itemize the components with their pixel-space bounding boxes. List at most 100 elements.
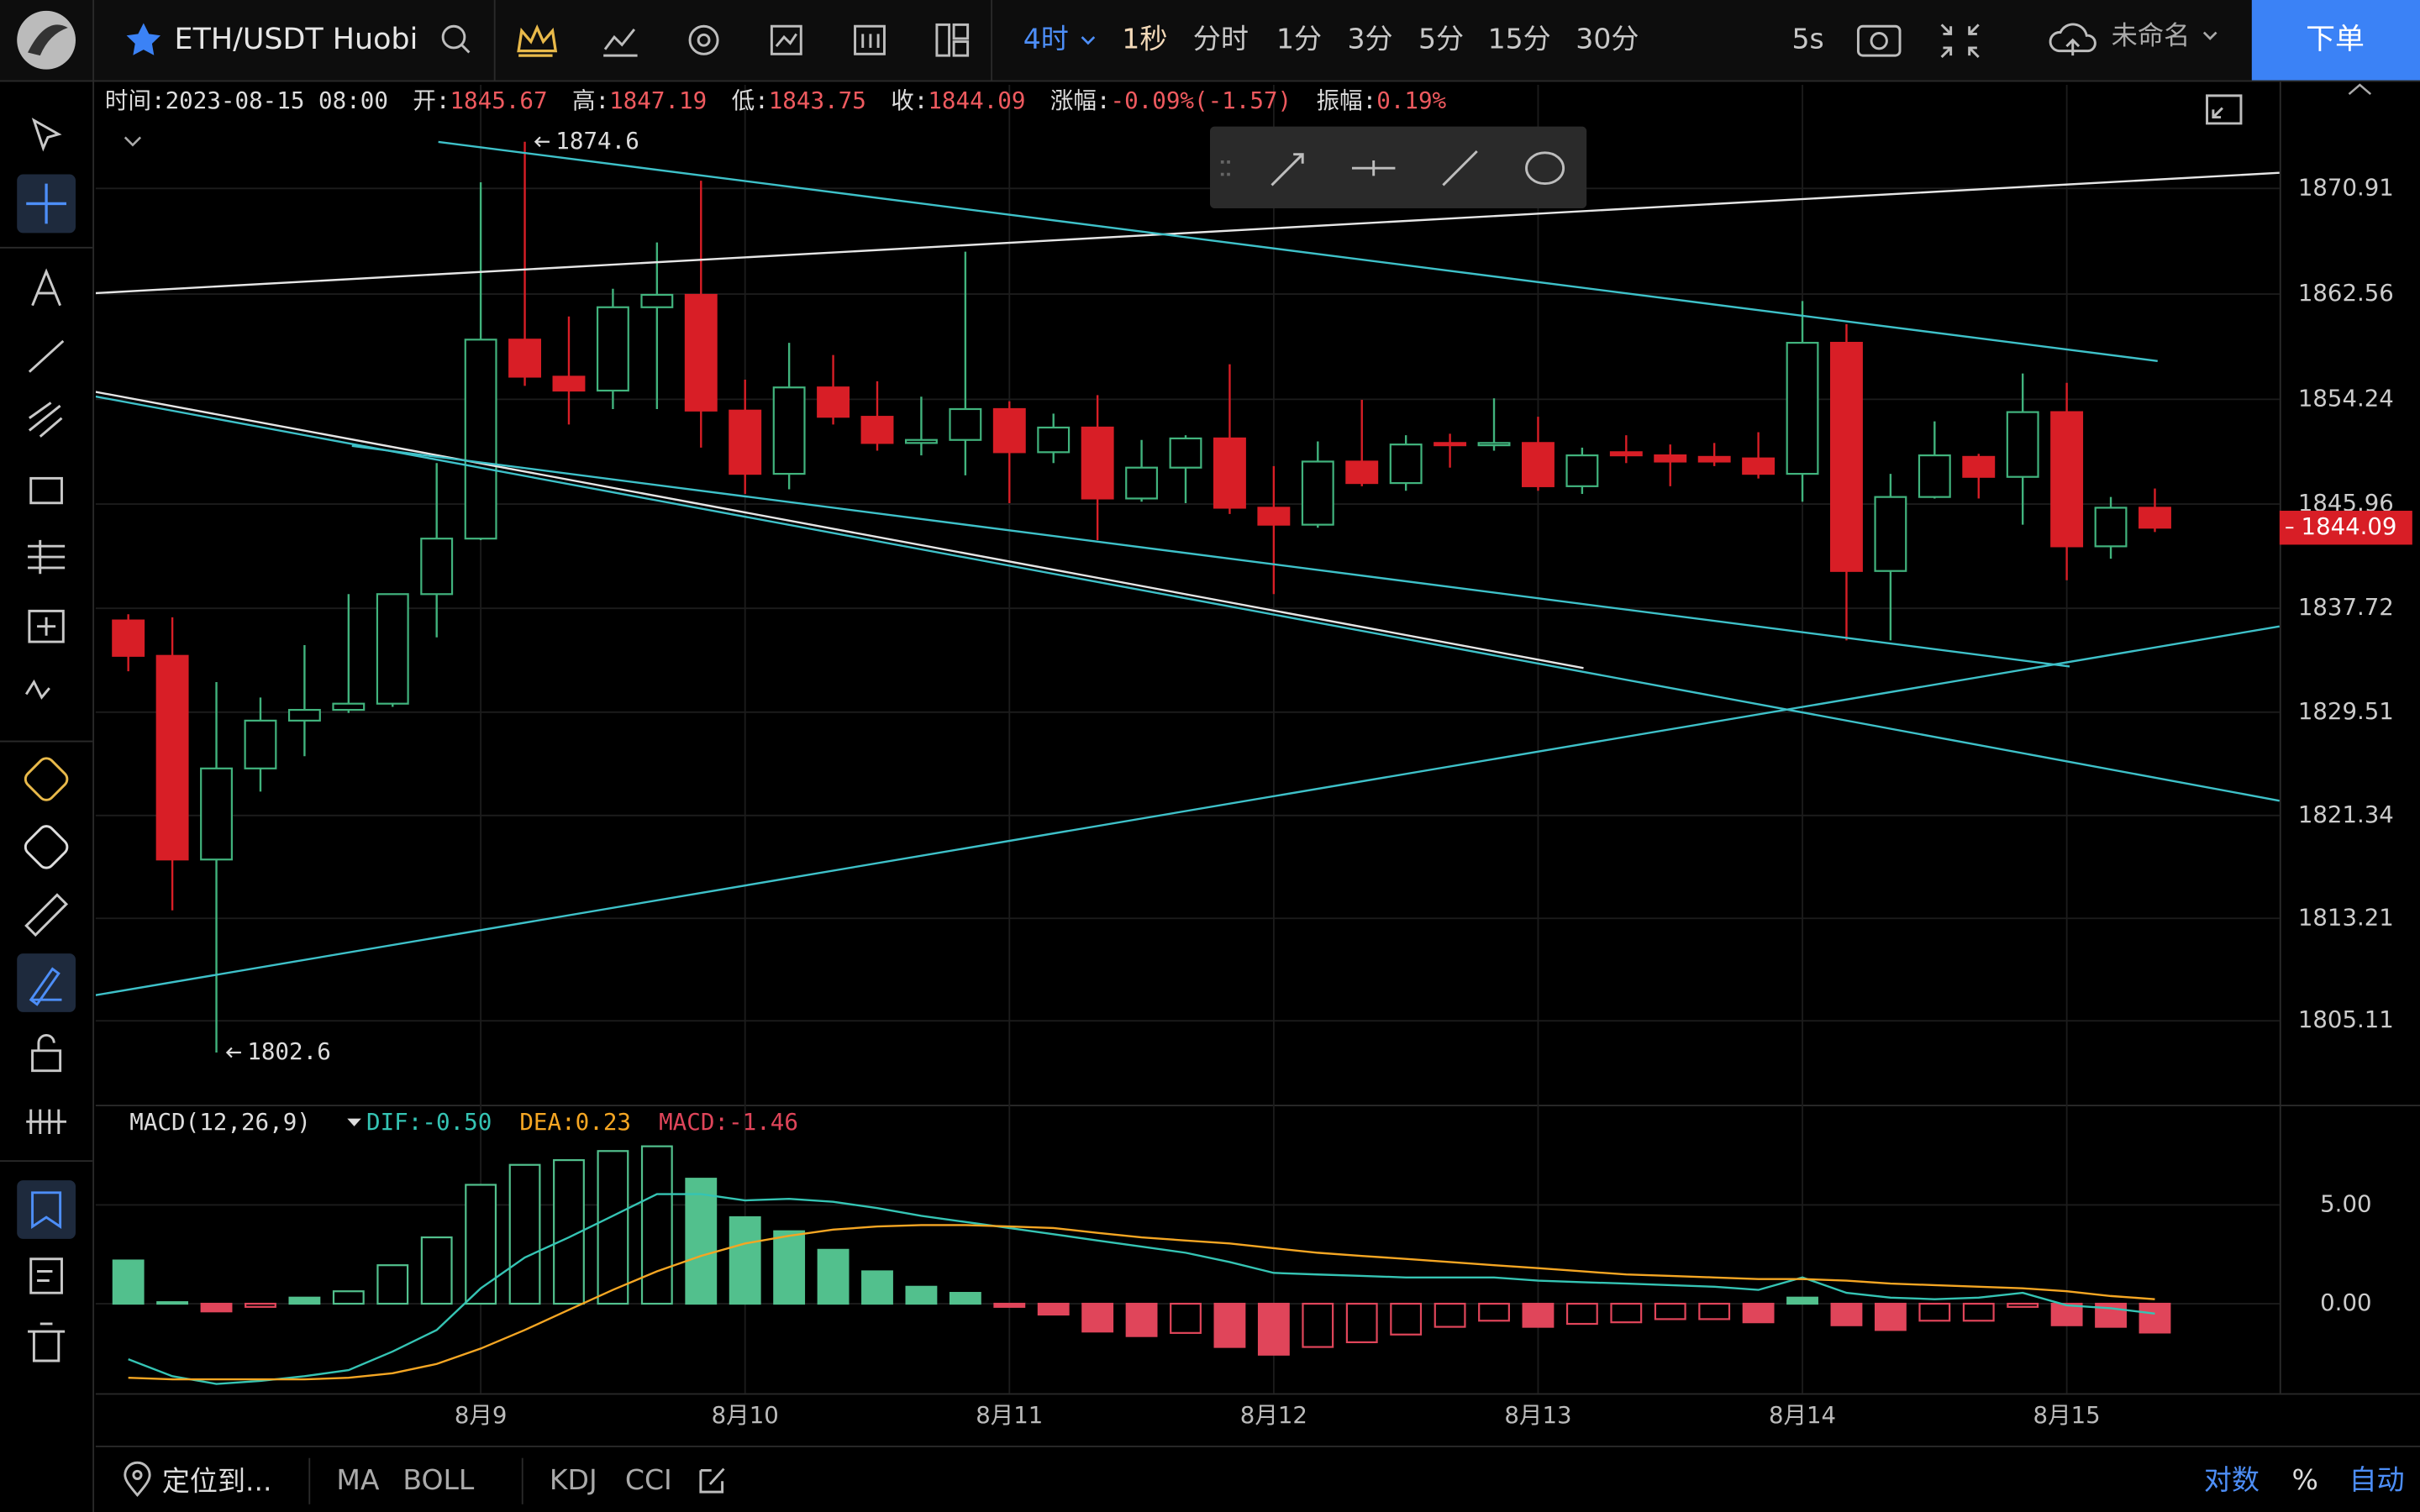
compress-icon[interactable] (1940, 24, 1980, 58)
hide-tool[interactable] (26, 1109, 66, 1134)
settings-icon[interactable] (688, 24, 719, 55)
crosshair-tool[interactable] (26, 183, 66, 224)
floating-toolbar-bg (1210, 126, 1587, 208)
ray-tool[interactable] (1270, 153, 1304, 186)
candle-body (1434, 442, 1467, 447)
interval-tab[interactable]: 1秒 (1122, 22, 1167, 55)
pattern-tool[interactable] (24, 679, 50, 700)
extreme-label: 1802.6 (247, 1038, 331, 1065)
channel-tool[interactable] (28, 402, 63, 438)
interval-tab[interactable]: 4时 (1023, 22, 1069, 55)
measure-tool[interactable] (28, 609, 65, 643)
candle-body (155, 654, 189, 861)
candle-body (860, 416, 894, 444)
info-value: -0.09%(-1.57) (1111, 87, 1292, 114)
candle-body (1830, 341, 1863, 572)
candle-body (1037, 426, 1071, 454)
cursor-tool[interactable] (31, 118, 62, 152)
y-tick-label: 1805.11 (2298, 1006, 2394, 1033)
interval-tab[interactable]: 1分 (1276, 22, 1322, 55)
template-icon[interactable] (770, 24, 802, 55)
layout-icon[interactable] (935, 23, 970, 57)
percent-button[interactable]: % (2292, 1463, 2318, 1496)
vip-icon[interactable] (517, 24, 558, 57)
collapse-info[interactable] (124, 136, 142, 147)
tree-tool[interactable] (31, 1191, 62, 1229)
info-value: 1847.19 (609, 87, 707, 114)
ruler-tool[interactable] (24, 893, 69, 937)
interval-tab[interactable]: 30分 (1576, 22, 1639, 55)
candle-body (1962, 455, 1996, 478)
collapse-icon[interactable] (2348, 83, 2372, 96)
macd-bar (508, 1163, 541, 1305)
legend-dif: DIF:-0.50 (366, 1109, 492, 1136)
hline-tool[interactable] (1351, 160, 1396, 176)
candle-body (1345, 460, 1379, 485)
trend-line[interactable] (95, 395, 2280, 802)
indicator-button[interactable]: MA (336, 1463, 380, 1496)
macd-bar (112, 1259, 145, 1305)
interval-tab[interactable]: 3分 (1347, 22, 1392, 55)
order-button[interactable] (2251, 0, 2420, 81)
locate-icon[interactable] (124, 1461, 151, 1498)
indicator-button[interactable]: CCI (625, 1463, 672, 1496)
line-tool[interactable] (28, 339, 65, 373)
trend-line[interactable] (95, 391, 1584, 669)
interval-tab[interactable]: 5分 (1418, 22, 1464, 55)
drag-handle[interactable] (1220, 160, 1230, 176)
cloud-icon[interactable] (2049, 23, 2096, 56)
fib-tool[interactable] (28, 539, 66, 575)
macd-bar (1786, 1296, 1818, 1305)
macd-bar (156, 1301, 189, 1305)
camera-icon[interactable] (1856, 24, 1902, 57)
chevron (2202, 31, 2217, 40)
y-tick-label: 1813.21 (2298, 904, 2394, 931)
speed[interactable]: 5s (1791, 22, 1823, 55)
ellipse-tool[interactable] (1525, 151, 1565, 186)
indicator-button[interactable]: KDJ (550, 1463, 597, 1496)
auto-button[interactable]: 自动 (2349, 1463, 2405, 1496)
magnet-strong-tool[interactable] (23, 823, 71, 871)
y-tick-label: 5.00 (2320, 1190, 2371, 1217)
trend-line[interactable] (95, 171, 2280, 295)
extreme-label: 1874.6 (555, 128, 639, 155)
y-tick-label: 1821.34 (2298, 801, 2394, 828)
logo-mark (28, 24, 68, 56)
candle-body (1654, 454, 1687, 463)
shape-tool[interactable] (29, 476, 63, 505)
draw-mode-tool[interactable] (29, 967, 62, 1006)
candle-body (1213, 437, 1246, 509)
text-tool[interactable] (31, 268, 61, 307)
macd-dropdown[interactable] (347, 1118, 361, 1126)
interval-tab[interactable]: 15分 (1488, 22, 1551, 55)
info-value: 1843.75 (769, 87, 866, 114)
macd-bar (288, 1296, 321, 1305)
replay-icon[interactable] (854, 24, 886, 55)
layout-name[interactable]: 未命名 (2112, 21, 2191, 51)
favorite-star[interactable] (126, 23, 161, 55)
magnet-tool[interactable] (23, 755, 71, 803)
info-label: 涨幅: (1050, 87, 1111, 114)
log-scale-button[interactable]: 对数 (2204, 1463, 2260, 1496)
candle-body (729, 409, 762, 475)
delete-tool[interactable] (28, 1322, 66, 1362)
locate-button[interactable]: 定位到... (162, 1465, 272, 1498)
segment-tool[interactable] (1442, 150, 1478, 186)
indicator-icon[interactable] (603, 28, 638, 57)
search-icon[interactable] (441, 24, 471, 54)
symbol[interactable]: ETH/USDT Huobi (175, 23, 418, 56)
trend-line[interactable] (95, 625, 2280, 996)
fullscreen-icon[interactable] (2206, 94, 2243, 125)
indicator-button[interactable]: BOLL (402, 1463, 475, 1496)
candle-body (1389, 444, 1423, 485)
edit-indicators[interactable] (699, 1467, 725, 1494)
candle-body (112, 619, 145, 657)
trend-line[interactable] (351, 444, 2070, 668)
macd-bar (1037, 1302, 1070, 1316)
macd-title[interactable]: MACD(12,26,9) (129, 1109, 311, 1136)
macd-bar (1654, 1302, 1686, 1320)
lock-tool[interactable] (31, 1033, 62, 1073)
interval-tab[interactable]: 分时 (1193, 22, 1249, 55)
trend-line[interactable] (438, 140, 2158, 362)
edit-tool[interactable] (29, 1257, 63, 1294)
